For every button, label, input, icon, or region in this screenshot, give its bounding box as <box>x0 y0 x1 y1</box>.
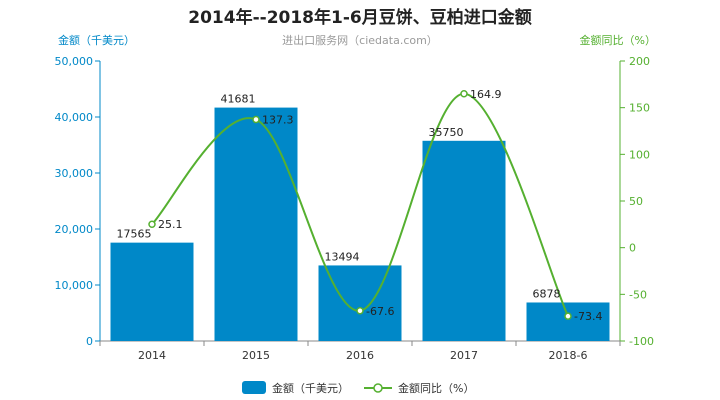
line-series <box>148 90 572 320</box>
legend-line-label: 金额同比（%） <box>398 381 474 395</box>
bar-value-label: 41681 <box>221 93 256 106</box>
legend-line-marker <box>373 383 383 393</box>
line-point <box>460 90 468 98</box>
line-point <box>252 115 260 124</box>
y-left-tick-label: 0 <box>86 335 93 348</box>
y-left-tick-label: 10,000 <box>55 279 94 292</box>
line-value-label: 25.1 <box>158 218 183 231</box>
line-point <box>356 307 364 315</box>
line-point <box>148 220 156 228</box>
legend-bar-swatch <box>242 381 266 394</box>
chart-subtitle: 进出口服务网（ciedata.com） <box>282 33 438 47</box>
bar <box>422 140 506 341</box>
x-tick-label: 2015 <box>242 349 270 362</box>
bar-value-label: 35750 <box>429 126 464 139</box>
y-left-tick-label: 30,000 <box>55 167 94 180</box>
bar-value-label: 13494 <box>325 250 360 263</box>
line-value-label: -67.6 <box>366 305 394 318</box>
line-point <box>564 312 572 320</box>
y-left-tick-label: 50,000 <box>55 55 94 68</box>
line-value-label: 137.3 <box>262 114 294 127</box>
y-left-tick-label: 20,000 <box>55 223 94 236</box>
x-tick-label: 2016 <box>346 349 374 362</box>
line-value-label: -73.4 <box>574 310 602 323</box>
y-right-tick-label: 100 <box>629 148 650 161</box>
y-axis-right-label: 金额同比（%） <box>580 33 656 47</box>
x-tick-label: 2018-6 <box>549 349 588 362</box>
axes: 0 10,000 20,000 30,000 40,000 50,000 -100 -50 0 5… <box>55 55 654 362</box>
y-right-tick-label: 0 <box>629 242 636 255</box>
bars <box>110 107 610 342</box>
y-right-tick-label: -50 <box>629 288 647 301</box>
bar <box>526 302 610 341</box>
data-labels: 17565 41681 13494 35750 6878 25.1 137.3 -67.6 16… <box>117 88 603 323</box>
bar-value-label: 17565 <box>117 228 152 241</box>
bar <box>110 242 194 341</box>
legend-bar-label: 金额（千美元） <box>272 381 349 395</box>
legend: 金额（千美元） 金额同比（%） <box>242 381 474 395</box>
y-axis-left-label: 金额（千美元） <box>58 33 135 47</box>
line-value-label: 164.9 <box>470 88 502 101</box>
bar-value-label: 6878 <box>533 287 561 300</box>
bar <box>318 265 402 341</box>
y-left-tick-label: 40,000 <box>55 111 94 124</box>
y-right-tick-label: 50 <box>629 195 643 208</box>
y-right-tick-label: 200 <box>629 55 650 68</box>
y-right-tick-label: -100 <box>629 335 654 348</box>
x-tick-label: 2017 <box>450 349 478 362</box>
bar <box>214 107 298 342</box>
chart-title: 2014年--2018年1-6月豆饼、豆柏进口金额 <box>188 7 531 28</box>
x-tick-label: 2014 <box>138 349 166 362</box>
y-right-tick-label: 150 <box>629 102 650 115</box>
